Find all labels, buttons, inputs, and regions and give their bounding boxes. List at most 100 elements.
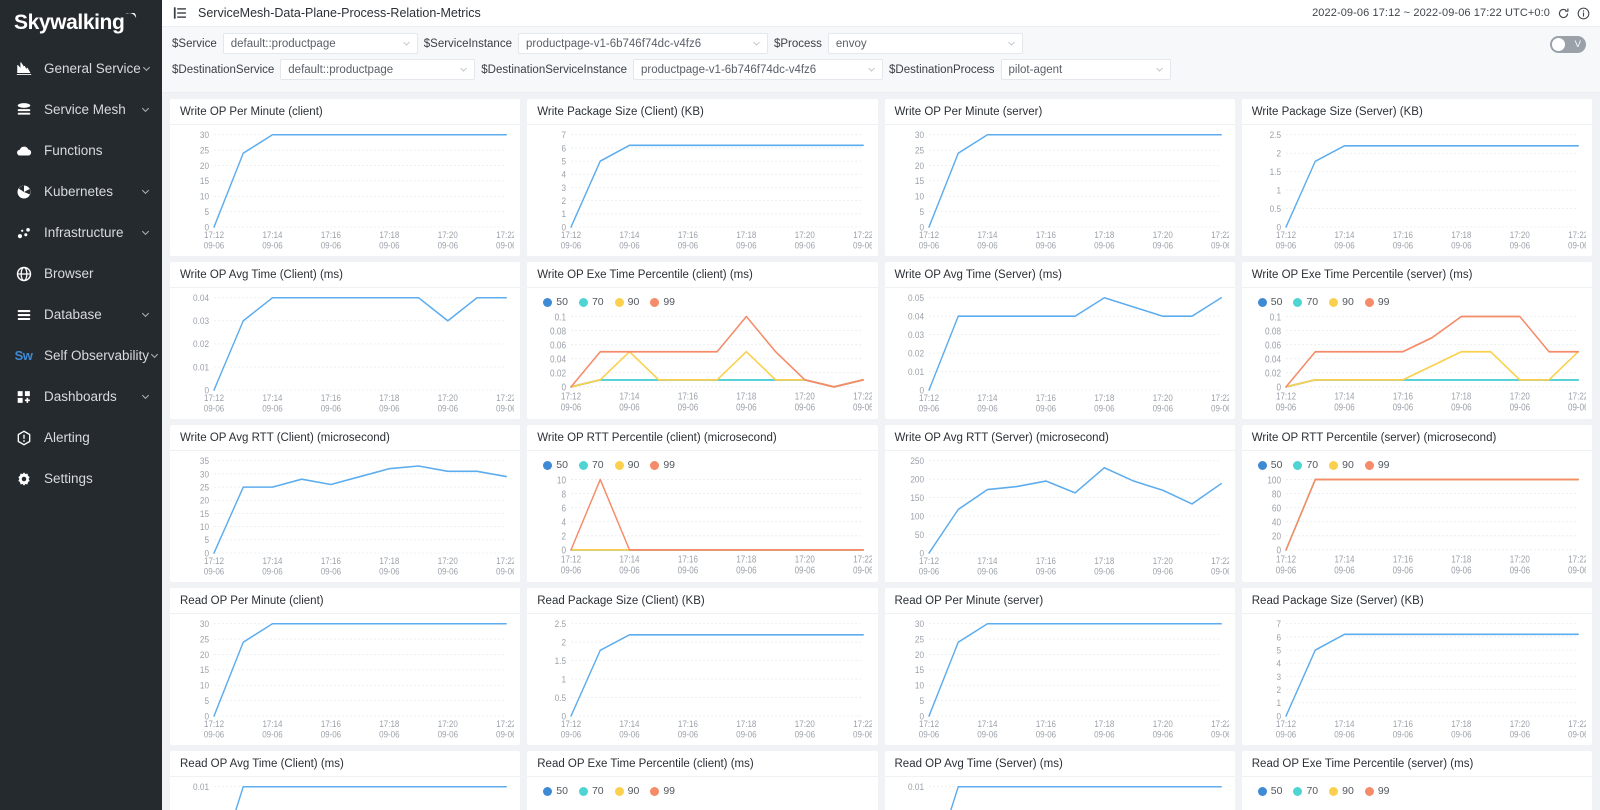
service-instance-select[interactable]: productpage-v1-6b746f74dc-v4fz6 xyxy=(517,33,768,54)
legend-item[interactable]: 90 xyxy=(1329,459,1354,471)
sidebar-item-alerting[interactable]: Alerting xyxy=(0,417,162,458)
chevron-down-icon xyxy=(459,65,468,74)
service-select[interactable]: default::productpage xyxy=(222,33,418,54)
sidebar-item-browser[interactable]: Browser xyxy=(0,253,162,294)
legend-label: 99 xyxy=(663,296,675,308)
destination-service-instance-select[interactable]: productpage-v1-6b746f74dc-v4fz6 xyxy=(633,59,884,80)
legend-item[interactable]: 90 xyxy=(1329,296,1354,308)
chart-card[interactable]: Write OP Avg Time (Server) (ms) 0 0.01 0.02… xyxy=(884,262,1235,419)
chart-body: 0 5 10 15 20 25 30 17:12 09-06 17:14 09-06 17:16 09-… xyxy=(170,614,520,745)
legend-item[interactable]: 50 xyxy=(1257,459,1282,471)
svg-text:09-06: 09-06 xyxy=(1451,729,1472,740)
chart-card[interactable]: Read OP Exe Time Percentile (client) (ms… xyxy=(527,751,878,810)
chart-card[interactable]: Write OP Avg Time (Client) (ms) 0 0.01 0.02… xyxy=(170,262,521,419)
legend-label: 50 xyxy=(1270,296,1283,308)
destination-service-select[interactable]: default::productpage xyxy=(280,59,476,80)
svg-text:20: 20 xyxy=(914,160,923,171)
svg-text:0.02: 0.02 xyxy=(908,348,924,359)
chart-card[interactable]: Read OP Per Minute (server) 0 5 10 15 20 25 30 1… xyxy=(884,588,1235,745)
svg-text:0.04: 0.04 xyxy=(1265,354,1281,365)
legend-item[interactable]: 90 xyxy=(1329,785,1354,797)
chart-grid-scroll[interactable]: Write OP Per Minute (client) 0 5 10 15 20 25 30… xyxy=(162,93,1600,810)
legend-item[interactable]: 99 xyxy=(650,296,675,308)
chart-body: 50 70 90 99 0 0.02 0.04 0.06 0.08 0.1 17:12 09-06 17… xyxy=(527,288,877,419)
chart-svg: 02040608010017:1209-0617:1409-0617:1609-… xyxy=(1267,474,1586,575)
svg-text:0: 0 xyxy=(1276,545,1281,556)
svg-text:17:18: 17:18 xyxy=(1451,554,1471,565)
svg-text:17:12: 17:12 xyxy=(561,554,581,565)
chart-svg: 17:1209-0617:1409-0617:1609-0617:1809-06… xyxy=(531,798,871,810)
chart-card[interactable]: Read Package Size (Client) (KB) 0 0.5 1 1.5 2… xyxy=(527,588,878,745)
chart-card[interactable]: Read Package Size (Server) (KB) 0 1 2 3 4 5 6 7 1… xyxy=(1241,588,1592,745)
chart-plot: 0 2 4 6 8 10 17:12 09-06 17:14 09-06 17:16 09-06 17:… xyxy=(531,472,871,580)
legend-item[interactable]: 70 xyxy=(578,459,604,471)
chart-legend: 50 70 90 99 xyxy=(531,780,871,798)
sidebar-item-service-mesh[interactable]: Service Mesh xyxy=(0,89,162,130)
legend-item[interactable]: 99 xyxy=(650,459,675,471)
svg-text:17:22: 17:22 xyxy=(496,719,514,730)
view-toggle[interactable]: V xyxy=(1550,36,1586,53)
legend-item[interactable]: 90 xyxy=(614,296,639,308)
svg-text:17:18: 17:18 xyxy=(737,554,757,565)
legend-item[interactable]: 70 xyxy=(1293,296,1318,308)
time-range-label[interactable]: 2022-09-06 17:12 ~ 2022-09-06 17:22 UTC+… xyxy=(1312,7,1550,19)
legend-item[interactable]: 70 xyxy=(1293,785,1318,797)
destination-process-select[interactable]: pilot-agent xyxy=(1000,59,1171,80)
chart-plot: 0 0.02 0.04 0.06 0.08 0.1 17:12 09-06 17:14 09-06… xyxy=(1246,309,1586,417)
svg-text:0.02: 0.02 xyxy=(193,339,209,350)
legend-item[interactable]: 50 xyxy=(1257,785,1282,797)
chart-card[interactable]: Write OP Exe Time Percentile (server) (m… xyxy=(1241,262,1592,419)
legend-item[interactable]: 50 xyxy=(543,785,568,797)
legend-item[interactable]: 70 xyxy=(1293,459,1318,471)
sidebar-item-kubernetes[interactable]: Kubernetes xyxy=(0,171,162,212)
info-icon[interactable] xyxy=(1577,7,1590,20)
chart-title: Write OP Avg RTT (Client) (microsecond) xyxy=(170,425,521,451)
svg-text:09-06: 09-06 xyxy=(1211,729,1229,740)
chart-card[interactable]: Write OP Exe Time Percentile (client) (m… xyxy=(527,262,878,419)
legend-item[interactable]: 99 xyxy=(1364,785,1390,797)
legend-color-dot xyxy=(1257,460,1267,470)
refresh-icon[interactable] xyxy=(1557,7,1570,20)
chart-card[interactable]: Read OP Per Minute (client) 0 5 10 15 20 25 30 1… xyxy=(170,588,521,745)
sidebar-item-label: Infrastructure xyxy=(44,225,124,240)
chart-card[interactable]: Write OP Per Minute (server) 0 5 10 15 20 25 30… xyxy=(884,99,1235,256)
legend-item[interactable]: 50 xyxy=(543,459,568,471)
svg-text:5: 5 xyxy=(204,207,209,218)
svg-text:17:16: 17:16 xyxy=(321,719,341,730)
sidebar-item-general-service[interactable]: General Service xyxy=(0,48,162,89)
sidebar-item-settings[interactable]: Settings xyxy=(0,458,162,499)
legend-item[interactable]: 50 xyxy=(543,296,568,308)
svg-text:09-06: 09-06 xyxy=(1509,402,1529,413)
svg-text:17:20: 17:20 xyxy=(795,391,815,402)
legend-item[interactable]: 70 xyxy=(578,785,604,797)
legend-item[interactable]: 90 xyxy=(614,459,639,471)
collapse-sidebar-icon[interactable] xyxy=(173,6,187,20)
legend-item[interactable]: 70 xyxy=(578,296,604,308)
chart-card[interactable]: Write OP RTT Percentile (client) (micros… xyxy=(527,425,878,582)
chart-card[interactable]: Write Package Size (Client) (KB) 0 1 2 3 4 5 6 7… xyxy=(527,99,878,256)
sidebar-item-self-observability[interactable]: Sw Self Observability xyxy=(0,335,162,376)
svg-text:0.04: 0.04 xyxy=(193,293,209,304)
chart-card[interactable]: Write OP RTT Percentile (server) (micros… xyxy=(1241,425,1592,582)
chart-card[interactable]: Read OP Exe Time Percentile (server) (ms… xyxy=(1241,751,1592,810)
sidebar-item-functions[interactable]: Functions xyxy=(0,130,162,171)
chart-card[interactable]: Write OP Avg RTT (Client) (microsecond) 0… xyxy=(170,425,521,582)
svg-text:40: 40 xyxy=(1272,517,1281,528)
legend-item[interactable]: 99 xyxy=(1364,459,1390,471)
legend-item[interactable]: 99 xyxy=(1364,296,1390,308)
legend-item[interactable]: 50 xyxy=(1257,296,1283,308)
chart-card[interactable]: Write Package Size (Server) (KB) 0 0.5 1 1.5… xyxy=(1241,99,1592,256)
sidebar-item-database[interactable]: Database xyxy=(0,294,162,335)
chart-card[interactable]: Write OP Avg RTT (Server) (microsecond) 0… xyxy=(884,425,1235,582)
chart-card[interactable]: Write OP Per Minute (client) 0 5 10 15 20 25 30… xyxy=(170,99,521,256)
legend-item[interactable]: 99 xyxy=(650,785,675,797)
process-select[interactable]: envoy xyxy=(827,33,1023,54)
app-logo[interactable]: Skywalking xyxy=(0,0,162,40)
chart-card[interactable]: Read OP Avg Time (Server) (ms) 0.0117:120… xyxy=(884,751,1235,810)
svg-text:17:12: 17:12 xyxy=(919,230,939,241)
sidebar-item-dashboards[interactable]: Dashboards xyxy=(0,376,162,417)
sidebar-item-infrastructure[interactable]: Infrastructure xyxy=(0,212,162,253)
chart-card[interactable]: Read OP Avg Time (Client) (ms) 0.0117:120… xyxy=(170,751,521,810)
svg-text:09-06: 09-06 xyxy=(678,729,699,740)
legend-item[interactable]: 90 xyxy=(614,785,639,797)
